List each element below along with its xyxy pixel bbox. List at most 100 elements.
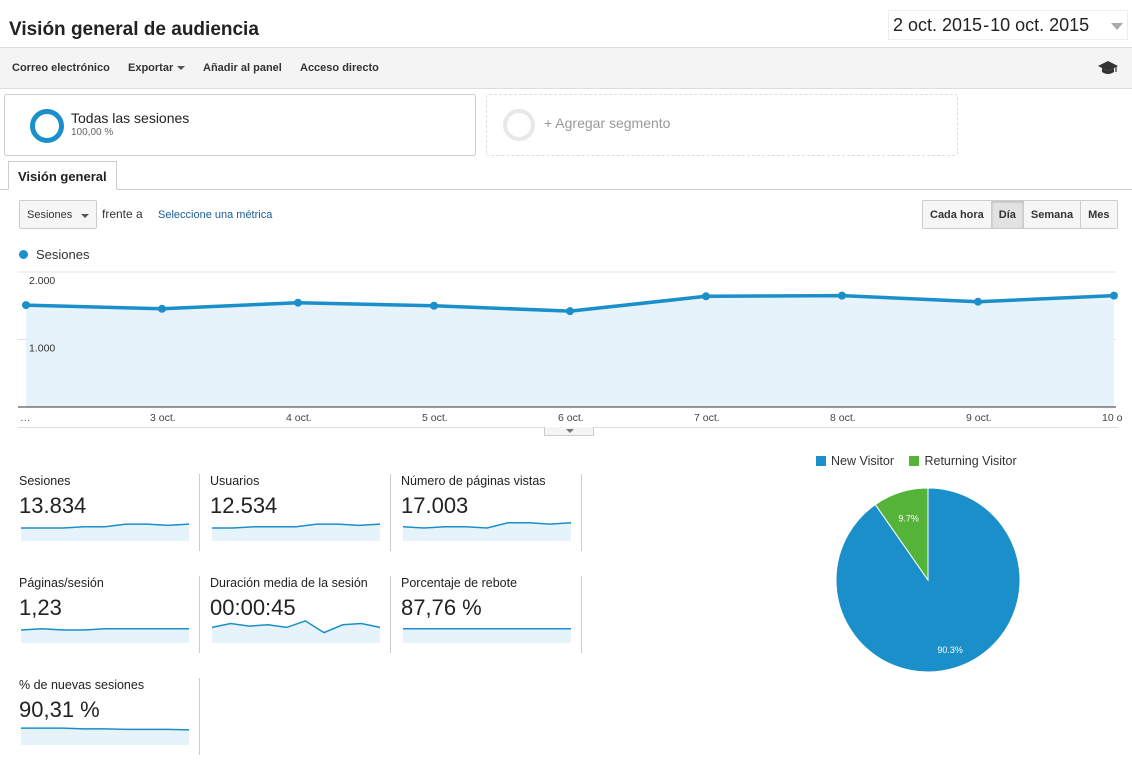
metric-tile[interactable]: Sesiones 13.834: [19, 474, 209, 554]
add-segment-button[interactable]: + Agregar segmento: [486, 94, 958, 156]
caret-down-icon: [566, 429, 574, 433]
export-label: Exportar: [128, 62, 174, 74]
empty-segment-ring-icon: [503, 109, 535, 141]
x-tick-label: 10 o: [1102, 412, 1123, 424]
chart-legend: Sesiones: [19, 247, 89, 262]
data-point[interactable]: [838, 291, 846, 300]
granularity-button-3[interactable]: Mes: [1081, 201, 1117, 228]
metric-dropdown[interactable]: Sesiones: [19, 200, 97, 229]
data-point[interactable]: [158, 304, 166, 313]
export-button[interactable]: Exportar: [128, 62, 186, 74]
legend-swatch: [909, 456, 920, 466]
metric-value: 90,31 %: [19, 697, 100, 722]
x-tick-label: 3 oct.: [150, 412, 176, 424]
segment-percentage: 100,00 %: [71, 127, 114, 138]
date-start: 2 oct. 2015: [893, 15, 983, 35]
add-segment-label: + Agregar segmento: [544, 115, 671, 131]
tab-overview[interactable]: Visión general: [8, 161, 117, 190]
pie-slice-label: 9.7%: [898, 514, 919, 524]
pie-legend-label: Returning Visitor: [924, 454, 1017, 468]
metric-tile[interactable]: Porcentaje de rebote 87,76 %: [401, 576, 591, 656]
metric-value: 87,76 %: [401, 595, 482, 620]
metric-value: 1,23: [19, 595, 62, 620]
shortcut-button[interactable]: Acceso directo: [300, 62, 379, 74]
segment-name: Todas las sesiones: [71, 110, 190, 126]
metric-value: 12.534: [210, 493, 278, 518]
x-tick-label: 4 oct.: [286, 412, 312, 424]
data-point[interactable]: [22, 301, 30, 310]
x-tick-label: 7 oct.: [694, 412, 720, 424]
tile-divider: [199, 576, 200, 653]
email-button[interactable]: Correo electrónico: [12, 62, 110, 74]
sparkline: [21, 727, 190, 745]
sparkline: [403, 627, 571, 643]
metric-name: Sesiones: [19, 474, 71, 488]
x-tick-label: 9 oct.: [966, 412, 992, 424]
pie-legend-item-returning: Returning Visitor: [909, 454, 1017, 468]
graduation-cap-icon[interactable]: [1098, 60, 1118, 76]
sparkline: [211, 620, 381, 643]
x-tick-label: 5 oct.: [422, 412, 448, 424]
metric-tile[interactable]: Duración media de la sesión 00:00:45: [210, 576, 400, 656]
metric-name: Porcentaje de rebote: [401, 576, 518, 590]
chart-legend-label: Sesiones: [36, 247, 90, 262]
granularity-button-0[interactable]: Cada hora: [923, 201, 992, 228]
tab-bar-divider: [0, 189, 1132, 190]
data-point[interactable]: [974, 297, 982, 306]
legend-swatch: [816, 456, 826, 466]
metric-name: Usuarios: [210, 474, 260, 488]
metric-name: Número de páginas vistas: [401, 474, 546, 488]
tile-divider: [581, 474, 582, 551]
tile-divider: [390, 474, 391, 551]
sparkline: [212, 523, 381, 541]
sparkline: [20, 627, 189, 643]
data-point[interactable]: [430, 301, 438, 310]
sparkline: [402, 522, 572, 541]
date-end: 10 oct. 2015: [990, 15, 1090, 35]
metric-name: Duración media de la sesión: [210, 576, 368, 590]
pie-slice-label: 90.3%: [937, 645, 963, 655]
pie-legend: New Visitor Returning Visitor: [816, 454, 1029, 468]
pie-legend-label: New Visitor: [831, 454, 894, 468]
metric-value: 17.003: [401, 493, 469, 518]
data-point[interactable]: [566, 307, 574, 316]
tile-divider: [199, 474, 200, 551]
metric-value: 00:00:45: [210, 595, 296, 620]
add-to-dashboard-button[interactable]: Añadir al panel: [203, 62, 282, 74]
data-point[interactable]: [1110, 291, 1118, 300]
collapse-chart-handle[interactable]: [544, 427, 594, 436]
caret-down-icon: [177, 66, 186, 71]
date-range-picker[interactable]: 2 oct. 2015-10 oct. 2015: [888, 10, 1128, 40]
tile-divider: [390, 576, 391, 653]
report-toolbar: Correo electrónico Exportar Añadir al pa…: [0, 47, 1132, 89]
y-tick-label: 2.000: [29, 275, 55, 287]
metric-tile[interactable]: Número de páginas vistas 17.003: [401, 474, 591, 554]
granularity-button-group: Cada hora Día Semana Mes: [922, 200, 1118, 229]
date-separator: -: [983, 15, 990, 35]
pie-legend-item-new: New Visitor: [816, 454, 894, 468]
segment-ring-icon: [30, 109, 64, 143]
select-metric-link[interactable]: Seleccione una métrica: [158, 209, 273, 221]
metric-tile[interactable]: Usuarios 12.534: [210, 474, 400, 554]
data-point[interactable]: [294, 298, 302, 307]
data-point[interactable]: [702, 292, 710, 301]
tile-divider: [581, 576, 582, 653]
tile-divider: [199, 678, 200, 755]
chevron-down-icon[interactable]: [1111, 23, 1123, 30]
metric-tile[interactable]: Páginas/sesión 1,23: [19, 576, 209, 656]
granularity-button-2[interactable]: Semana: [1023, 201, 1082, 228]
sessions-line-chart: 2.000 1.000 … 3 oct. 4 oct. 5 oct. 6 oct. 7 oct…: [18, 271, 1123, 424]
versus-label: frente a: [102, 207, 143, 221]
series-dot-icon: [19, 250, 28, 259]
metric-value: 13.834: [19, 493, 87, 518]
metric-tile[interactable]: % de nuevas sesiones 90,31 %: [19, 678, 209, 758]
pie-slice-new-visitor[interactable]: [835, 487, 1021, 673]
pie-slice-returning-visitor[interactable]: [874, 487, 929, 582]
metric-name: Páginas/sesión: [19, 576, 104, 590]
granularity-button-1[interactable]: Día: [991, 201, 1024, 228]
x-tick-label: 6 oct.: [558, 412, 584, 424]
visitor-type-pie-chart: 90.3% 9.7%: [835, 487, 1021, 673]
x-tick-label: …: [20, 412, 31, 424]
page-title: Visión general de audiencia: [9, 19, 259, 40]
segment-all-sessions[interactable]: Todas las sesiones 100,00 %: [4, 94, 476, 156]
